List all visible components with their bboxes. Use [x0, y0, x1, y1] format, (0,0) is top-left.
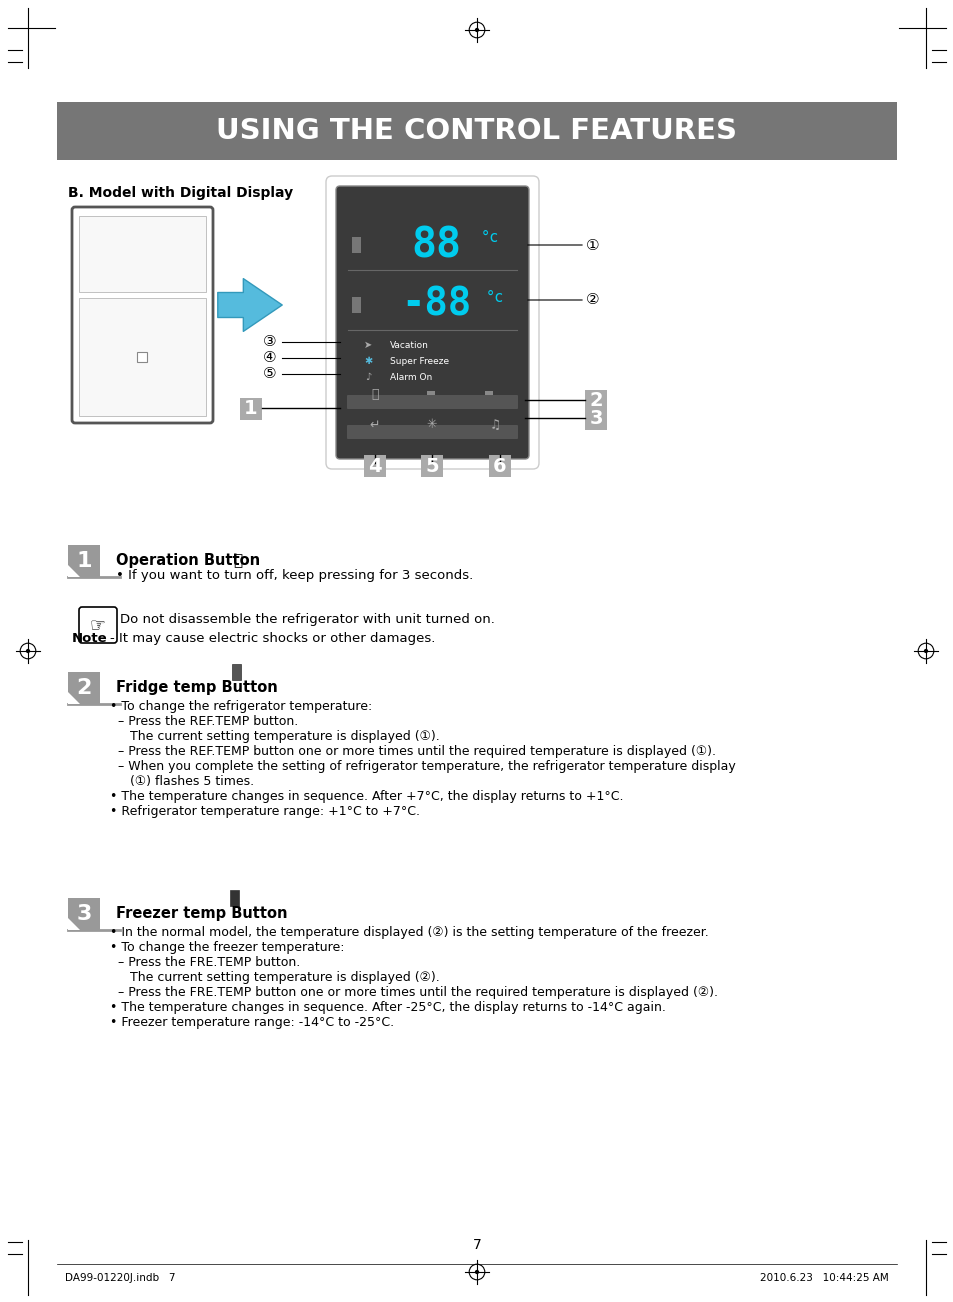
Text: 6: 6 — [493, 457, 506, 475]
Text: 3: 3 — [76, 904, 91, 924]
Text: 2: 2 — [589, 391, 602, 410]
Text: ④: ④ — [263, 350, 276, 366]
Text: • To change the refrigerator temperature:: • To change the refrigerator temperature… — [110, 700, 372, 713]
Polygon shape — [68, 918, 80, 930]
Text: °c: °c — [486, 289, 504, 305]
Polygon shape — [68, 898, 100, 930]
FancyBboxPatch shape — [352, 237, 360, 253]
FancyBboxPatch shape — [57, 102, 896, 160]
Polygon shape — [68, 691, 80, 704]
Text: – Press the FRE.TEMP button.: – Press the FRE.TEMP button. — [110, 956, 300, 969]
Text: • In the normal model, the temperature displayed (②) is the setting temperature : • In the normal model, the temperature d… — [110, 926, 708, 939]
Polygon shape — [68, 565, 80, 577]
Circle shape — [475, 1271, 478, 1273]
FancyBboxPatch shape — [79, 298, 206, 417]
Circle shape — [475, 29, 478, 31]
Text: ⑤: ⑤ — [263, 366, 276, 381]
Circle shape — [27, 650, 30, 652]
Text: Vacation: Vacation — [390, 341, 429, 349]
Text: 5: 5 — [425, 457, 438, 475]
Text: – Press the REF.TEMP button.: – Press the REF.TEMP button. — [110, 715, 298, 728]
FancyBboxPatch shape — [347, 424, 517, 439]
Text: • Refrigerator temperature range: +1°C to +7°C.: • Refrigerator temperature range: +1°C t… — [110, 805, 419, 818]
Text: B. Model with Digital Display: B. Model with Digital Display — [68, 186, 293, 201]
Text: • The temperature changes in sequence. After +7°C, the display returns to +1°C.: • The temperature changes in sequence. A… — [110, 790, 623, 803]
Text: Note: Note — [71, 631, 108, 644]
Text: 3: 3 — [589, 409, 602, 427]
Text: ②: ② — [585, 293, 599, 307]
Text: ➤: ➤ — [363, 340, 372, 350]
Text: ③: ③ — [263, 335, 276, 349]
Text: ♪: ♪ — [364, 372, 371, 381]
FancyBboxPatch shape — [240, 398, 262, 421]
Text: ♫: ♫ — [489, 418, 500, 431]
FancyBboxPatch shape — [489, 454, 511, 477]
Text: – Press the FRE.TEMP button one or more times until the required temperature is : – Press the FRE.TEMP button one or more … — [110, 986, 718, 999]
Text: • Freezer temperature range: -14°C to -25°C.: • Freezer temperature range: -14°C to -2… — [110, 1016, 394, 1029]
Text: 2010.6.23   10:44:25 AM: 2010.6.23 10:44:25 AM — [760, 1273, 888, 1282]
Circle shape — [923, 650, 926, 652]
Text: ☞: ☞ — [90, 616, 106, 634]
Text: Operation Button: Operation Button — [116, 553, 260, 568]
Text: • To change the freezer temperature:: • To change the freezer temperature: — [110, 941, 344, 954]
FancyBboxPatch shape — [137, 352, 147, 362]
FancyBboxPatch shape — [427, 391, 435, 404]
Text: Fridge temp Button: Fridge temp Button — [116, 680, 277, 695]
Text: The current setting temperature is displayed (②).: The current setting temperature is displ… — [110, 971, 439, 984]
Text: – Press the REF.TEMP button one or more times until the required temperature is : – Press the REF.TEMP button one or more … — [110, 745, 716, 758]
Text: ⏻: ⏻ — [371, 388, 378, 401]
FancyBboxPatch shape — [484, 391, 493, 404]
Text: ✱: ✱ — [363, 355, 372, 366]
Text: ①: ① — [585, 237, 599, 253]
Text: • The temperature changes in sequence. After -25°C, the display returns to -14°C: • The temperature changes in sequence. A… — [110, 1001, 665, 1014]
FancyBboxPatch shape — [326, 176, 538, 469]
Text: USING THE CONTROL FEATURES: USING THE CONTROL FEATURES — [216, 117, 737, 145]
Text: – When you complete the setting of refrigerator temperature, the refrigerator te: – When you complete the setting of refri… — [110, 760, 735, 773]
Text: Do not disassemble the refrigerator with unit turned on.: Do not disassemble the refrigerator with… — [120, 613, 495, 626]
Text: -88: -88 — [400, 286, 471, 324]
FancyBboxPatch shape — [230, 891, 239, 906]
Text: Freezer temp Button: Freezer temp Button — [116, 906, 287, 921]
FancyBboxPatch shape — [79, 216, 206, 292]
FancyBboxPatch shape — [584, 391, 606, 411]
Text: 4: 4 — [368, 457, 381, 475]
Text: 88: 88 — [411, 224, 460, 266]
FancyArrowPatch shape — [217, 279, 282, 332]
Text: Super Freeze: Super Freeze — [390, 357, 449, 366]
Polygon shape — [68, 546, 100, 577]
Text: Alarm On: Alarm On — [390, 372, 432, 381]
FancyBboxPatch shape — [347, 395, 517, 409]
Text: 2: 2 — [76, 678, 91, 698]
FancyBboxPatch shape — [364, 454, 386, 477]
FancyBboxPatch shape — [335, 186, 529, 460]
Text: • If you want to turn off, keep pressing for 3 seconds.: • If you want to turn off, keep pressing… — [116, 569, 473, 582]
Text: 1: 1 — [76, 551, 91, 572]
FancyBboxPatch shape — [352, 297, 360, 312]
FancyBboxPatch shape — [71, 207, 213, 423]
FancyBboxPatch shape — [420, 454, 442, 477]
Text: DA99-01220J.indb   7: DA99-01220J.indb 7 — [65, 1273, 175, 1282]
Text: ✳: ✳ — [426, 418, 436, 431]
Text: °c: °c — [480, 229, 498, 245]
Text: ⏻: ⏻ — [233, 553, 242, 568]
Text: 7: 7 — [472, 1238, 481, 1253]
Text: The current setting temperature is displayed (①).: The current setting temperature is displ… — [110, 730, 439, 743]
FancyBboxPatch shape — [584, 408, 606, 430]
Text: 1: 1 — [244, 398, 257, 418]
Text: ↵: ↵ — [370, 418, 380, 431]
Text: (①) flashes 5 times.: (①) flashes 5 times. — [110, 775, 253, 788]
Polygon shape — [68, 672, 100, 704]
FancyBboxPatch shape — [232, 664, 241, 680]
Text: - It may cause electric shocks or other damages.: - It may cause electric shocks or other … — [110, 631, 435, 644]
